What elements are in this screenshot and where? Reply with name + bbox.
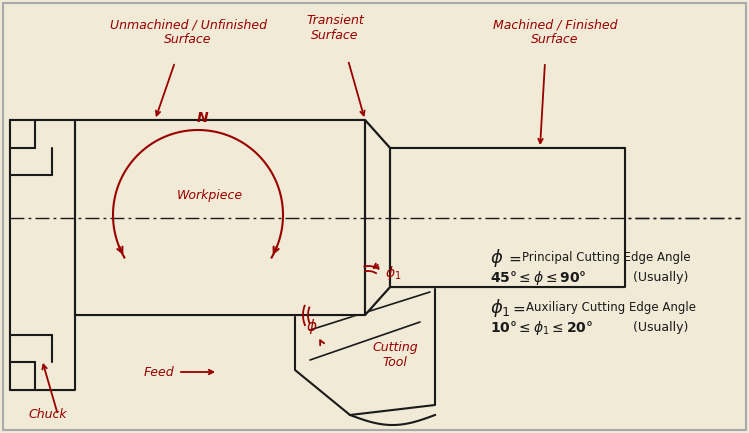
Text: $\phi$: $\phi$ [490,247,503,269]
Polygon shape [390,148,625,287]
Polygon shape [390,148,625,287]
Text: Feed: Feed [143,365,174,378]
Polygon shape [365,120,390,315]
Text: $=$: $=$ [510,301,526,316]
Text: Transient
Surface: Transient Surface [306,14,364,42]
Text: Unmachined / Unfinished
Surface: Unmachined / Unfinished Surface [109,18,267,46]
Text: $\phi$: $\phi$ [306,317,318,336]
Text: (Usually): (Usually) [625,271,688,284]
Polygon shape [365,120,390,315]
Text: Cutting
Tool: Cutting Tool [372,341,418,369]
Text: Chuck: Chuck [28,408,67,421]
Text: $=$: $=$ [506,251,522,265]
Text: $\mathbf{10°} \leq \phi_1 \leq \mathbf{20°}$: $\mathbf{10°} \leq \phi_1 \leq \mathbf{2… [490,319,593,337]
Polygon shape [295,287,435,415]
Text: (Usually): (Usually) [625,321,688,335]
Polygon shape [10,120,75,390]
Text: $\phi_1$: $\phi_1$ [490,297,511,319]
Text: N: N [197,111,209,125]
Polygon shape [75,120,365,315]
Text: Auxiliary Cutting Edge Angle: Auxiliary Cutting Edge Angle [526,301,696,314]
Text: Principal Cutting Edge Angle: Principal Cutting Edge Angle [522,252,691,265]
Polygon shape [10,120,75,390]
Text: Workpiece: Workpiece [177,188,243,201]
Text: $\phi_1$: $\phi_1$ [385,264,401,282]
Text: $\mathbf{45°} \leq \phi \leq \mathbf{90°}$: $\mathbf{45°} \leq \phi \leq \mathbf{90°… [490,269,586,287]
Text: Machined / Finished
Surface: Machined / Finished Surface [493,18,617,46]
Polygon shape [75,120,365,315]
